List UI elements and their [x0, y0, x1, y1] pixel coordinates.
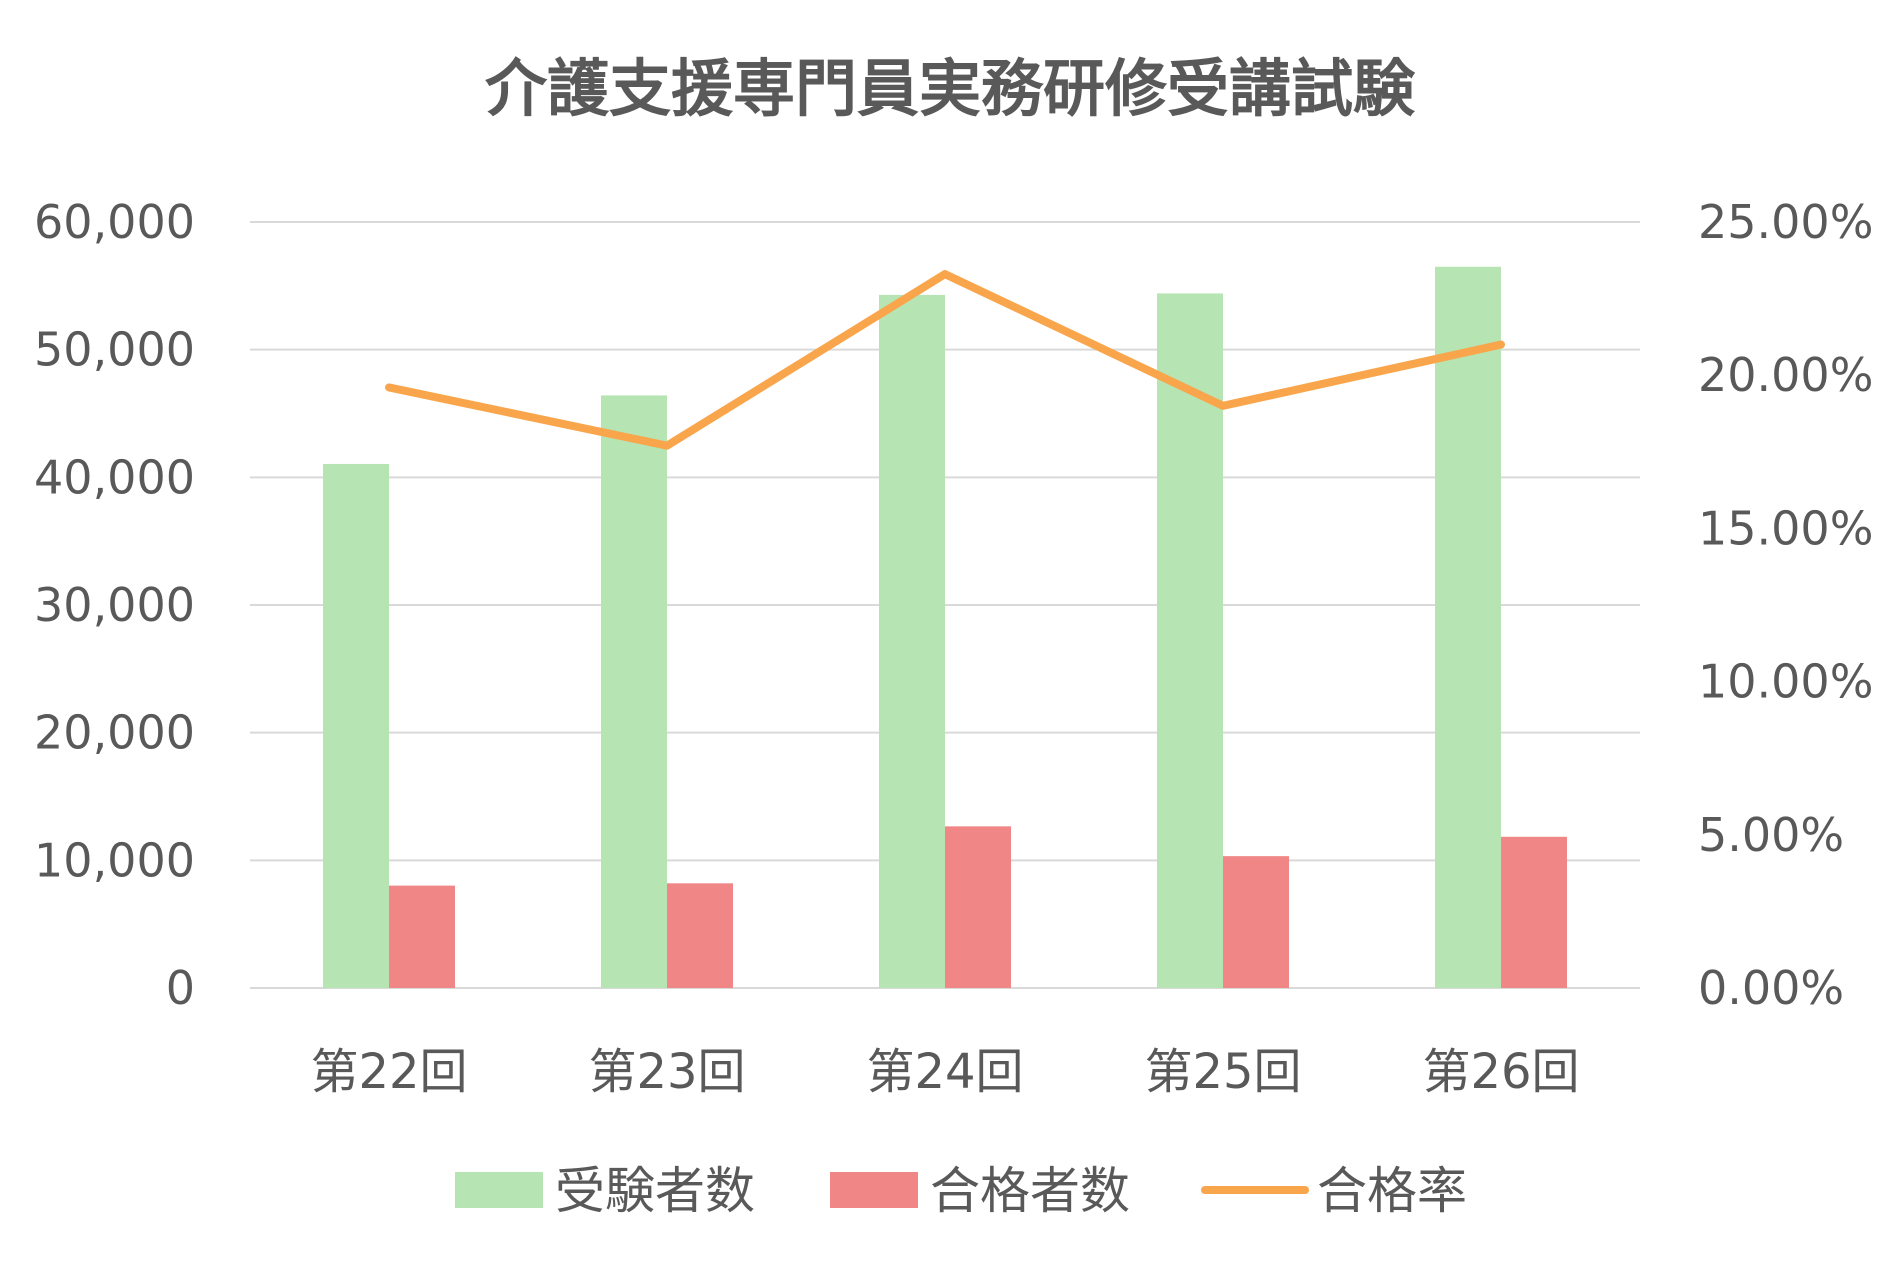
- legend: 受験者数 合格者数 合格率: [455, 1162, 1467, 1220]
- legend-swatch: [455, 1172, 543, 1208]
- category-label: 第25回: [1144, 1044, 1301, 1100]
- bar-passers: [667, 883, 733, 988]
- left-tick-label: 10,000: [34, 833, 195, 887]
- bar-passers: [389, 885, 455, 988]
- right-tick-label: 25.00%: [1698, 195, 1873, 249]
- bar-examinees: [601, 395, 667, 988]
- bar-passers: [945, 826, 1011, 988]
- bar-passers: [1223, 856, 1289, 988]
- left-tick-label: 20,000: [34, 706, 195, 760]
- right-tick-label: 20.00%: [1698, 348, 1873, 402]
- chart-title: 介護支援専門員実務研修受講試験: [485, 52, 1416, 125]
- legend-swatch: [830, 1172, 918, 1208]
- category-label: 第23回: [588, 1044, 745, 1100]
- category-label: 第26回: [1422, 1044, 1579, 1100]
- bar-examinees: [879, 294, 945, 988]
- right-tick-label: 0.00%: [1698, 961, 1844, 1015]
- bar-passers: [1501, 836, 1567, 988]
- legend-label: 合格率: [1317, 1162, 1467, 1220]
- line-point: [944, 273, 946, 275]
- line-point: [1222, 405, 1224, 407]
- bar-series: [323, 266, 1567, 989]
- bar-examinees: [323, 463, 389, 988]
- line-series: [385, 270, 1505, 450]
- bar-examinees: [1435, 266, 1501, 989]
- left-axis: 0 10,000 20,000 30,000 40,000 50,000 60,000: [34, 195, 195, 1015]
- bar-examinees: [1157, 293, 1223, 988]
- line-point: [1500, 344, 1502, 346]
- right-tick-label: 10.00%: [1698, 655, 1873, 709]
- right-axis: 0.00% 5.00% 10.00% 15.00% 20.00% 25.00%: [1698, 195, 1873, 1015]
- category-label: 第24回: [866, 1044, 1023, 1100]
- right-tick-label: 5.00%: [1698, 808, 1844, 862]
- right-tick-label: 15.00%: [1698, 501, 1873, 555]
- left-tick-label: 60,000: [34, 195, 195, 249]
- left-tick-label: 50,000: [34, 323, 195, 377]
- left-tick-label: 40,000: [34, 450, 195, 504]
- legend-label: 合格者数: [930, 1162, 1130, 1220]
- category-label: 第22回: [310, 1044, 467, 1100]
- category-axis: 第22回 第23回 第24回 第25回 第26回: [310, 1044, 1579, 1100]
- line-point: [666, 445, 668, 447]
- line-point: [388, 386, 390, 388]
- left-tick-label: 0: [166, 961, 195, 1015]
- legend-label: 受験者数: [555, 1162, 755, 1220]
- left-tick-label: 30,000: [34, 578, 195, 632]
